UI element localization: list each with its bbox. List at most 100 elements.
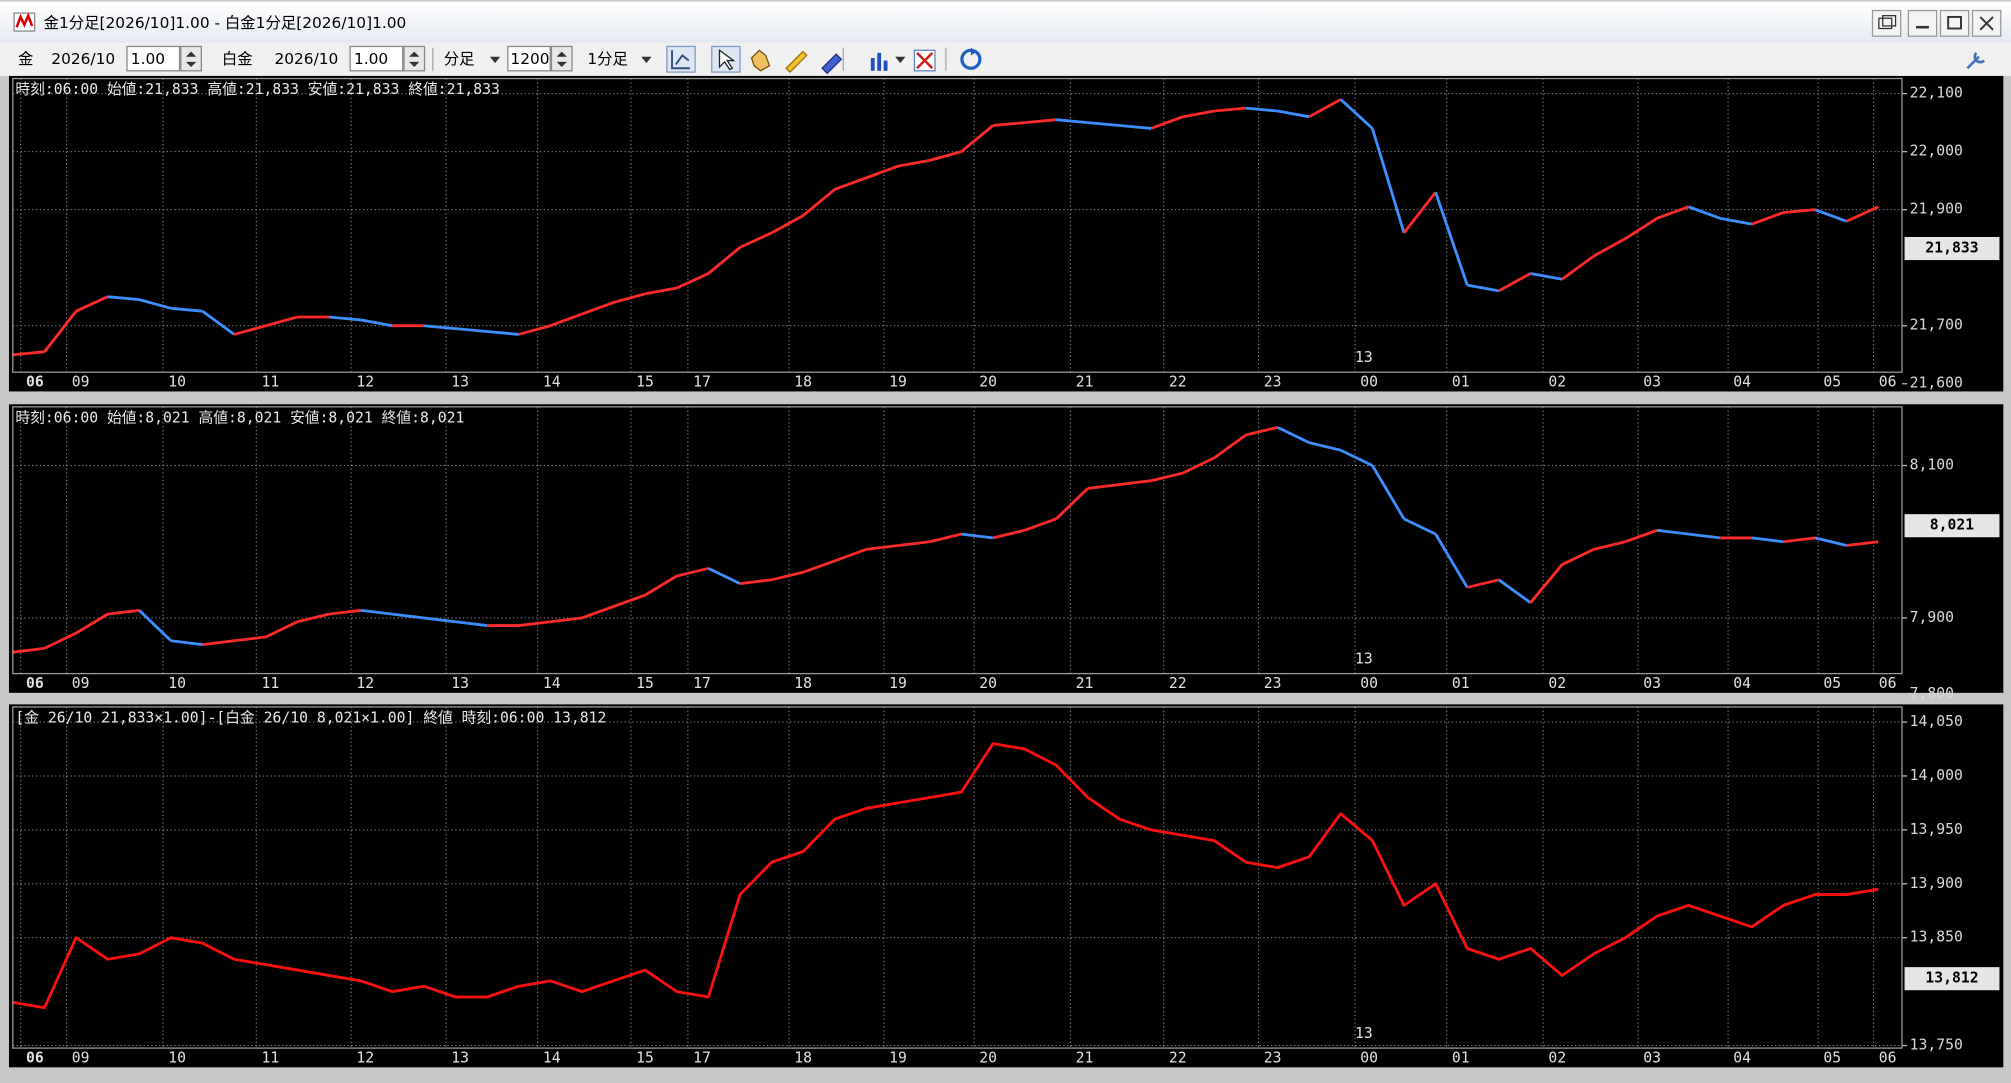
x-tick-label: 06 [1879, 675, 1897, 692]
x-tick-label: 02 [1548, 675, 1566, 692]
price-segment [107, 608, 140, 616]
price-segment [834, 548, 867, 563]
current-value-box [1904, 236, 2000, 261]
y-tick-label: 22,100 [1910, 85, 1963, 102]
current-value-box [1904, 514, 2000, 538]
chart-header: 時刻:06:00 始値:21,833 高値:21,833 安値:21,833 終… [15, 81, 499, 98]
x-tick-label: 10 [168, 675, 186, 692]
window-title: 金1分足[2026/10]1.00 - 白金1分足[2026/10]1.00 [44, 14, 407, 32]
restore-button[interactable] [1871, 9, 1902, 37]
price-segment [1466, 283, 1500, 293]
x-tick-label: 10 [168, 373, 186, 390]
price-segment [202, 639, 235, 646]
x-tick-label: 22 [1169, 675, 1187, 692]
dropdown-arrow[interactable] [641, 56, 652, 64]
price-segment [550, 616, 583, 624]
x-tick-label: 19 [889, 675, 907, 692]
y-tick-label: 21,700 [1910, 317, 1963, 334]
price-segment [75, 295, 109, 313]
tool-button[interactable] [821, 53, 843, 75]
x-tick-label: 18 [794, 1049, 812, 1066]
price-segment [1245, 106, 1278, 113]
current-value-label: 13,812 [1925, 970, 1978, 987]
month-label: 2026/10 [274, 50, 338, 68]
multiplier-input[interactable] [349, 45, 404, 72]
chart-panel: 7,800 7,900 8,100 06 09 10 11 12 13 14 15 17 18 19 20 2… [8, 404, 2004, 702]
price-segment [992, 528, 1025, 540]
price-segment [1340, 448, 1374, 467]
price-segment [1182, 456, 1215, 475]
tool-button[interactable] [870, 52, 906, 71]
x-tick-label: 13 [451, 373, 469, 390]
date-marker: 13 [1355, 1025, 1373, 1042]
price-segment [549, 312, 583, 328]
x-tick-label: 00 [1360, 373, 1378, 390]
date-marker: 13 [1355, 349, 1373, 366]
price-segment [1783, 208, 1816, 214]
count-input[interactable] [507, 45, 551, 72]
y-tick-label: 22,000 [1910, 143, 1963, 160]
price-segment [834, 176, 867, 191]
price-segment [676, 567, 709, 578]
x-tick-label: 17 [693, 1049, 711, 1066]
y-tick-label: 13,950 [1910, 821, 1963, 838]
tool-button[interactable] [785, 50, 808, 74]
price-segment [265, 620, 298, 639]
price-segment [233, 635, 266, 643]
settings-button[interactable] [1966, 51, 1985, 70]
price-segment [1783, 536, 1816, 544]
spinner[interactable] [550, 45, 573, 72]
tool-button[interactable] [750, 49, 771, 72]
spinner[interactable] [180, 45, 202, 72]
x-tick-label: 20 [979, 373, 997, 390]
price-segment [518, 620, 551, 627]
price-segment [1814, 208, 1848, 223]
price-segment [1498, 578, 1532, 604]
x-tick-label: 05 [1823, 675, 1841, 692]
multiplier-input[interactable] [126, 45, 181, 72]
price-segment [1719, 216, 1753, 226]
price-segment [1339, 98, 1374, 130]
price-segment [265, 315, 298, 328]
period-unit[interactable]: 分足 [444, 50, 475, 68]
period[interactable]: 1分足 [587, 50, 628, 68]
price-segment [1751, 536, 1784, 544]
price-segment [1530, 272, 1563, 281]
x-tick-label: 22 [1169, 373, 1187, 390]
plot-frame [12, 406, 1903, 675]
spinner[interactable] [403, 45, 426, 72]
price-segment [1024, 118, 1057, 125]
minimize-button[interactable] [1907, 9, 1938, 37]
price-segment [929, 150, 962, 162]
dropdown-arrow[interactable] [489, 56, 501, 64]
price-segment [770, 214, 804, 235]
close-button[interactable] [1971, 9, 2002, 37]
price-segment [1466, 578, 1500, 589]
current-value-label: 21,833 [1925, 240, 1978, 257]
price-segment [1245, 426, 1278, 437]
price-segment [43, 631, 77, 650]
panel-background [8, 75, 2004, 392]
price-segment [644, 286, 678, 296]
price-segment [328, 608, 361, 616]
maximize-button[interactable] [1939, 9, 1970, 37]
spread-line [12, 742, 1879, 1010]
x-tick-label: 09 [72, 373, 90, 390]
tool-button[interactable] [960, 47, 982, 70]
x-tick-label: 13 [451, 1049, 469, 1066]
separator [432, 47, 434, 71]
price-segment [676, 272, 710, 290]
x-tick-label: 15 [636, 1049, 654, 1066]
y-tick-label: 7,900 [1910, 609, 1954, 626]
tool-button[interactable] [913, 49, 936, 72]
price-segment [1213, 433, 1247, 460]
price-segment [1529, 563, 1564, 604]
price-segment [1624, 217, 1658, 240]
price-segment [802, 188, 836, 217]
x-tick-label: 03 [1643, 675, 1661, 692]
x-tick-label: 21 [1076, 373, 1094, 390]
price-segment [1276, 426, 1310, 444]
price-segment [707, 567, 741, 585]
price-segment [1182, 109, 1215, 119]
x-tick-label: 04 [1733, 675, 1751, 692]
